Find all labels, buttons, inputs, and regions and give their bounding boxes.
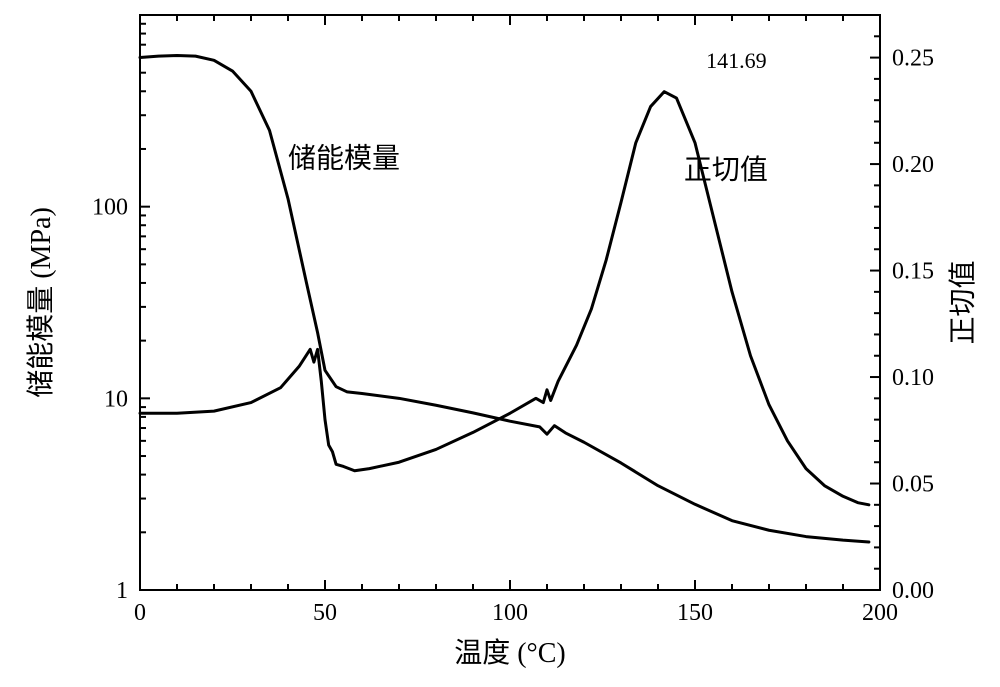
series-label-储能模量: 储能模量 [288,143,400,175]
peak-label: 141.69 [706,48,767,73]
y1-tick-label: 100 [92,195,128,221]
y1-tick-label: 10 [104,386,128,412]
y2-tick-label: 0.10 [892,365,934,391]
y2-tick-label: 0.15 [892,259,934,285]
y2-axis-label: 正切值 [947,260,979,344]
y2-tick-label: 0.05 [892,472,934,498]
series-正切值 [140,92,869,505]
y1-tick-label: 1 [116,578,128,604]
x-tick-label: 100 [492,600,528,626]
x-tick-label: 0 [134,600,146,626]
y2-tick-label: 0.20 [892,152,934,178]
series-label-正切值: 正切值 [684,154,768,186]
x-tick-label: 150 [677,600,713,626]
series-储能模量 [140,55,869,542]
dma-chart: 050100150200温度 (°C)110100储能模量 (MPa)0.000… [0,0,1000,687]
y2-tick-label: 0.00 [892,578,934,604]
y2-tick-label: 0.25 [892,46,934,72]
y1-axis-label: 储能模量 (MPa) [25,207,57,398]
x-tick-label: 50 [313,600,337,626]
plot-border [140,15,880,590]
x-axis-label: 温度 (°C) [454,637,566,669]
